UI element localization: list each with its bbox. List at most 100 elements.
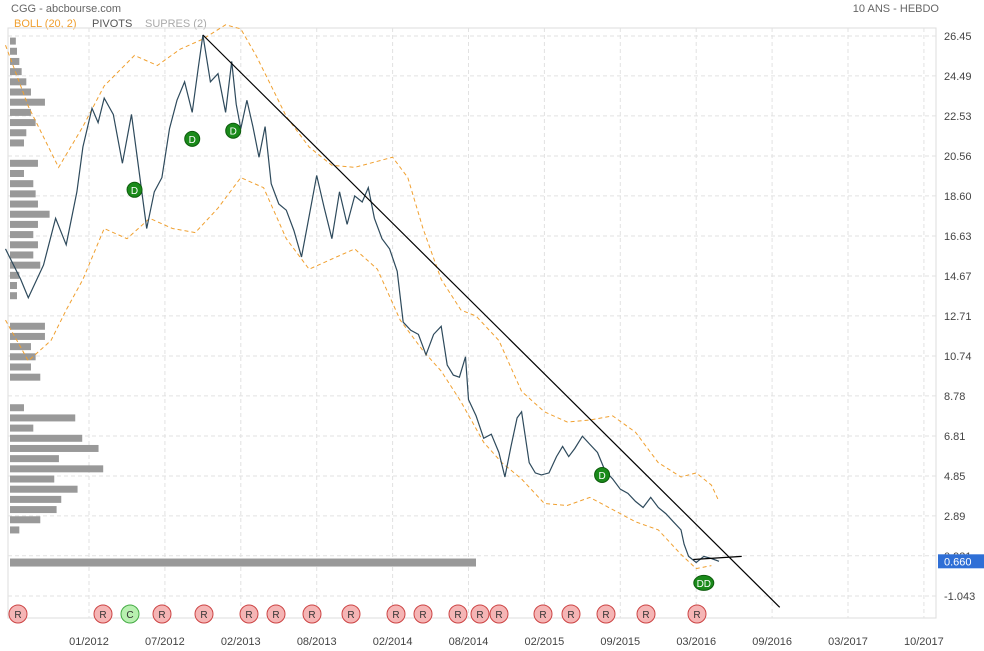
- y-tick-label: 4.85: [944, 471, 965, 483]
- short-trend-line: [693, 555, 742, 561]
- y-tick-label: 16.63: [944, 231, 972, 243]
- plot-frame: [7, 27, 937, 619]
- indicator-pivots[interactable]: PIVOTS: [92, 18, 133, 30]
- volume-bar: [10, 180, 34, 188]
- volume-bar: [10, 404, 24, 412]
- event-label: C: [126, 610, 133, 621]
- bollinger-lower-line: [5, 176, 712, 570]
- volume-bar: [10, 47, 17, 55]
- volume-bar: [10, 129, 27, 137]
- volume-bar: [10, 271, 20, 279]
- y-tick-label: 2.89: [944, 511, 965, 523]
- y-tick-label: 8.78: [944, 391, 965, 403]
- y-tick-label: 6.81: [944, 431, 965, 443]
- current-value-label: 0.660: [944, 556, 972, 568]
- event-marker: [636, 604, 656, 624]
- trend-line: [202, 34, 781, 608]
- y-tick-label: 14.67: [944, 271, 972, 283]
- volume-bar: [10, 88, 31, 96]
- y-tick-label: 26.45: [944, 31, 972, 43]
- volume-bar: [10, 37, 16, 45]
- dividend-label: D: [189, 135, 196, 146]
- dividend-label: D: [131, 186, 138, 197]
- volume-bar: [10, 190, 36, 198]
- volume-bar: [10, 108, 31, 116]
- event-label: R: [14, 610, 21, 621]
- event-label: R: [642, 610, 649, 621]
- x-tick-label: 10/2017: [904, 636, 944, 648]
- volume-bar: [10, 414, 76, 422]
- event-label: R: [567, 610, 574, 621]
- dividend-label: DD: [697, 579, 711, 590]
- volume-bar: [10, 424, 34, 432]
- volume-bar: [10, 363, 31, 371]
- y-tick-label: -1.043: [944, 591, 975, 603]
- event-marker: [386, 604, 406, 624]
- volume-bar: [10, 292, 17, 300]
- indicator-supres[interactable]: SUPRES (2): [145, 18, 207, 30]
- event-marker: [341, 604, 361, 624]
- volume-bar: [10, 444, 99, 452]
- volume-bar: [10, 495, 62, 503]
- x-tick-label: 03/2016: [676, 636, 716, 648]
- volume-bar: [10, 353, 36, 361]
- volume-bar: [10, 98, 45, 106]
- x-tick-label: 03/2017: [828, 636, 868, 648]
- price-line: [4, 34, 720, 564]
- y-tick-label: 10.74: [944, 351, 972, 363]
- event-label: R: [476, 610, 483, 621]
- event-label: R: [272, 610, 279, 621]
- event-marker: [448, 604, 468, 624]
- dividend-marker: [225, 122, 242, 139]
- event-marker: [533, 604, 553, 624]
- bollinger-upper-line: [5, 24, 720, 502]
- event-label: R: [392, 610, 399, 621]
- event-marker: [302, 604, 322, 624]
- event-marker: [266, 604, 286, 624]
- event-marker: [120, 604, 140, 624]
- event-marker: [239, 604, 259, 624]
- volume-bar: [10, 516, 41, 524]
- event-marker: [596, 604, 616, 624]
- volume-bar: [10, 200, 38, 208]
- y-tick-label: 18.60: [944, 191, 972, 203]
- y-tick-label: 24.49: [944, 71, 972, 83]
- chart-title: CGG - abcbourse.com: [11, 3, 122, 15]
- volume-bar: [10, 78, 27, 86]
- event-marker: [687, 604, 707, 624]
- volume-bar: [10, 261, 41, 269]
- volume-bar: [10, 558, 476, 567]
- period-label: 10 ANS - HEBDO: [852, 3, 939, 15]
- dividend-marker: [184, 130, 201, 147]
- event-marker: [194, 604, 214, 624]
- volume-bar: [10, 159, 38, 167]
- event-label: R: [99, 610, 106, 621]
- event-marker: [8, 604, 28, 624]
- x-tick-label: 01/2012: [69, 636, 109, 648]
- x-tick-label: 07/2012: [145, 636, 185, 648]
- event-label: R: [419, 610, 426, 621]
- volume-bar: [10, 231, 34, 239]
- x-tick-label: 02/2014: [373, 636, 413, 648]
- volume-bar: [10, 169, 24, 177]
- volume-bar: [10, 506, 57, 514]
- x-tick-label: 08/2014: [449, 636, 489, 648]
- event-label: R: [200, 610, 207, 621]
- volume-bar: [10, 373, 41, 381]
- volume-bar: [10, 485, 78, 493]
- current-value-box: [938, 554, 984, 569]
- volume-bar: [10, 526, 20, 534]
- dividend-marker: [594, 466, 611, 483]
- event-marker: [489, 604, 509, 624]
- volume-bar: [10, 332, 45, 340]
- volume-bar: [10, 241, 38, 249]
- volume-bar: [10, 475, 55, 483]
- indicator-bollinger[interactable]: BOLL (20, 2): [14, 18, 77, 30]
- event-label: R: [454, 610, 461, 621]
- dividend-marker: [126, 181, 143, 198]
- volume-bar: [10, 282, 17, 290]
- event-marker: [470, 604, 490, 624]
- x-tick-label: 08/2013: [297, 636, 337, 648]
- event-label: R: [308, 610, 315, 621]
